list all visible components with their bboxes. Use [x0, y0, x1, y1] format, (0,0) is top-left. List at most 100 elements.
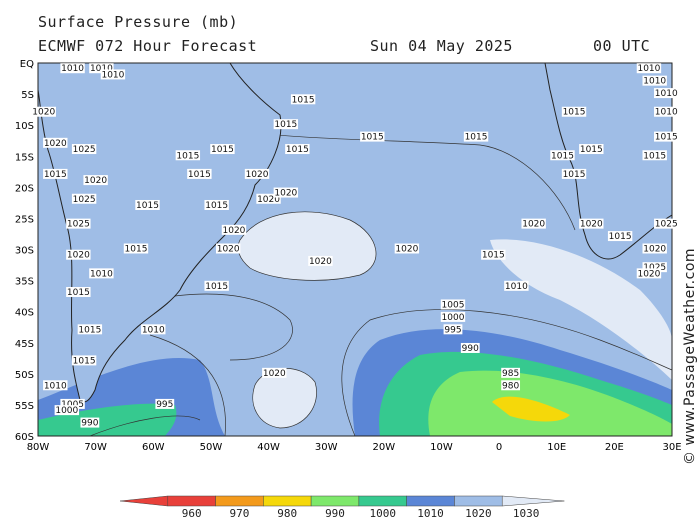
isobar-label-bg — [285, 144, 310, 155]
legend-swatch — [310, 495, 360, 507]
legend-arrow-left — [119, 495, 169, 507]
isobar-label-bg — [83, 175, 108, 186]
lon-tick-label: 30E — [662, 442, 681, 453]
pressure-band-980-990 — [428, 370, 672, 436]
isobar-label-bg — [463, 131, 489, 142]
isobar-label-bg — [460, 342, 480, 353]
lat-tick-label: 40S — [15, 308, 34, 319]
isobar-label: 1015 — [44, 170, 67, 180]
isobar-label: 1010 — [655, 89, 678, 99]
isobar-label-bg — [43, 137, 68, 148]
lat-tick-label: 35S — [15, 277, 34, 288]
isobar-label: 1020 — [246, 170, 269, 180]
isobar-label: 1010 — [44, 381, 67, 391]
model-label: ECMWF 072 Hour Forecast — [38, 37, 258, 55]
lon-tick-label: 20W — [373, 442, 396, 453]
lon-tick-label: 70W — [84, 442, 107, 453]
isobar-label-bg — [273, 187, 299, 198]
isobar-label: 1025 — [643, 263, 666, 273]
isobar-label: 1015 — [176, 151, 199, 161]
pressure-band-990-1000-west — [38, 403, 177, 436]
isobar-label: 1015 — [563, 170, 586, 180]
high-pressure-cell-east — [490, 239, 672, 380]
lat-tick-label: 10S — [15, 121, 34, 132]
isobar-labels: 1010 101010101020102010251015102010251015… — [31, 63, 679, 429]
legend-swatch — [454, 495, 503, 507]
isobar-label-bg — [636, 63, 662, 74]
high-pressure-cell-central — [237, 211, 377, 281]
legend-value: 1000 — [370, 507, 397, 520]
credit-text: © www.PassageWeather.com — [682, 247, 698, 465]
isobar-label-bg — [443, 324, 463, 335]
isobar-label: 1005 — [442, 300, 465, 310]
isobar-label-bg — [360, 131, 385, 142]
isobar-label-bg — [210, 144, 235, 155]
isobar-label: 1010 — [655, 108, 678, 118]
isobar-label-bg — [77, 324, 103, 335]
isobar-label: 1015 — [482, 251, 505, 261]
isobar-label-bg — [31, 106, 56, 117]
isobar-label-bg — [187, 168, 212, 179]
isobar-label: 1005 — [61, 400, 84, 410]
isobar-label-bg — [481, 249, 506, 260]
isobar-label: 1015 — [292, 95, 315, 105]
isobar-label-bg — [550, 150, 575, 161]
legend-arrow-right — [501, 495, 565, 507]
lon-tick-label: 40W — [257, 442, 280, 453]
isobar-label: 1015 — [551, 151, 574, 161]
lat-tick-label: 50S — [15, 370, 34, 381]
isobar-label-bg — [89, 268, 114, 279]
isobar-label-bg — [71, 193, 97, 204]
isobar-label: 1015 — [643, 151, 666, 161]
isobar-label: 1020 — [223, 226, 246, 236]
isobar-label-bg — [579, 144, 604, 155]
isobar-label-bg — [43, 168, 68, 179]
isobar-label-bg — [561, 106, 587, 117]
isobar-label: 1025 — [73, 195, 96, 205]
legend-value: 960 — [182, 507, 202, 520]
isobar-label: 980 — [502, 381, 519, 391]
isobar-label-bg — [308, 255, 333, 266]
isobar-label-bg — [561, 168, 587, 179]
isobar-label: 990 — [462, 344, 479, 354]
isobar-label: 1020 — [44, 139, 67, 149]
isobar-label-bg — [216, 243, 241, 254]
lon-tick-label: 50W — [200, 442, 223, 453]
longitude-axis: 80W 70W 60W 50W 40W 30W 20W 10W 0 10E 20E 30E — [27, 442, 682, 453]
map-frame — [37, 62, 673, 437]
isobar-label-bg — [642, 150, 667, 161]
isobar-label-bg — [256, 193, 281, 204]
isobar-label-bg — [654, 218, 679, 229]
isobar-label-bg — [71, 144, 97, 155]
legend-value: 980 — [277, 507, 297, 520]
isobar-label: 1010 — [101, 70, 124, 80]
isobar-label: 1010 — [637, 64, 660, 74]
lon-tick-label: 80W — [27, 442, 50, 453]
latitude-axis: EQ 5S 10S 15S 20S 25S 30S 35S 40S 45S 50S 55S 60S — [15, 59, 34, 443]
isobar-label-bg — [123, 243, 149, 254]
isobar-label: 1015 — [205, 282, 228, 292]
isobar-label: 1020 — [309, 257, 332, 267]
isobar-label: 1020 — [263, 369, 286, 379]
isobar-label-bg — [273, 119, 299, 130]
lat-tick-label: 60S — [15, 432, 34, 443]
isobar-label-bg — [654, 131, 679, 142]
lat-tick-label: EQ — [20, 59, 34, 70]
isobar-label: 1015 — [563, 108, 586, 118]
legend-value: 990 — [325, 507, 345, 520]
isobar-label-bg — [66, 249, 91, 260]
isobar-label: 1015 — [125, 245, 148, 255]
legend-value: 1010 — [417, 507, 444, 520]
isobar-label: 1020 — [522, 220, 545, 230]
isobar-label: 1015 — [188, 170, 211, 180]
isobar-label: 1020 — [217, 245, 240, 255]
isobar-label-bg — [43, 380, 68, 391]
legend-swatch — [358, 495, 407, 507]
isobar-label: 1015 — [67, 288, 90, 298]
isobar-label-bg — [141, 324, 166, 335]
isobar-label: 1020 — [84, 176, 107, 186]
isobar-label: 1020 — [637, 269, 660, 279]
isobar-label-bg — [89, 63, 114, 74]
isobar-label: 1010 — [142, 325, 165, 335]
